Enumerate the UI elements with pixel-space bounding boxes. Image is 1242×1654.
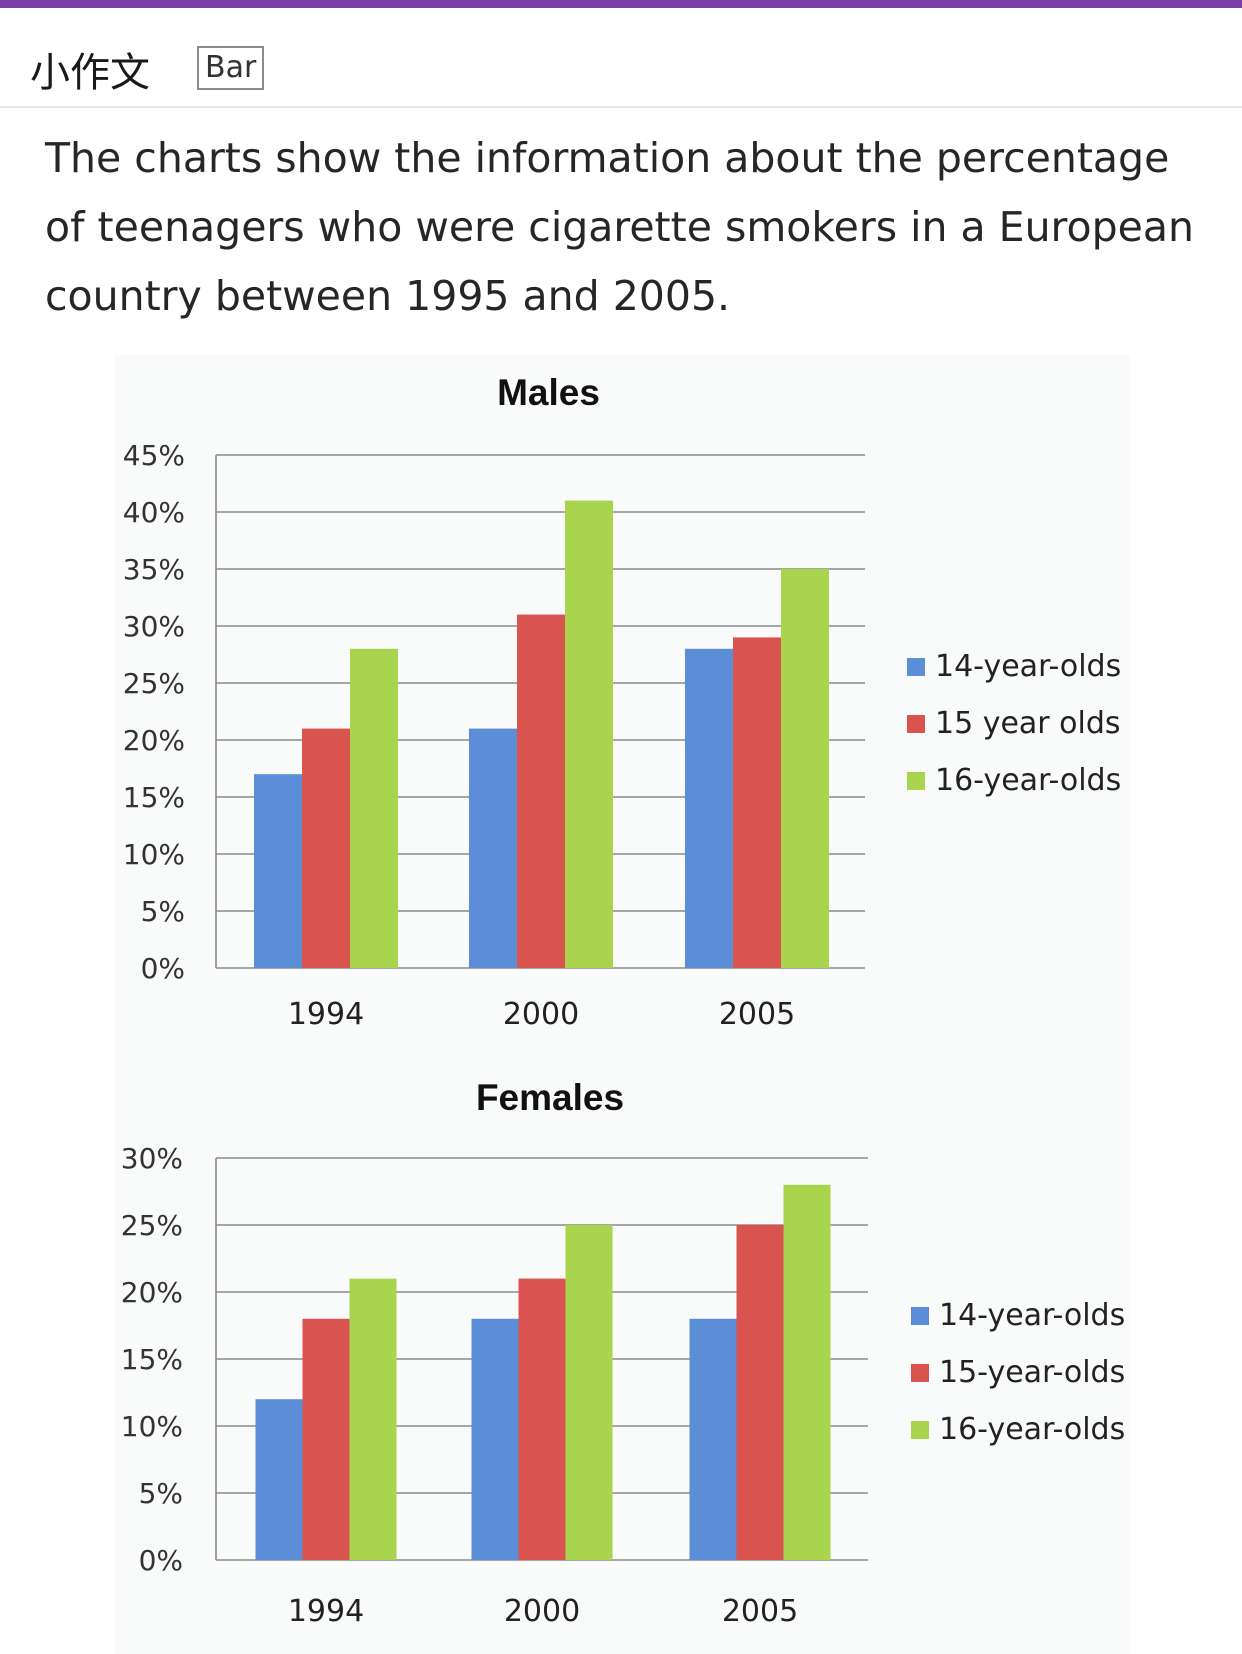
y-tick-label: 25%	[121, 1209, 183, 1242]
bar-15-year-olds-2005	[736, 1225, 784, 1560]
bar-14-year-olds-1994	[255, 1399, 303, 1560]
legend-label: 16-year-olds	[935, 763, 1121, 798]
y-tick-label: 45%	[123, 439, 185, 472]
bar-14-year-olds-2005	[685, 648, 733, 968]
legend-label: 16-year-olds	[939, 1412, 1125, 1447]
y-tick-label: 20%	[121, 1276, 183, 1309]
header: 小作文 Bar	[0, 8, 1242, 108]
legend-label: 15 year olds	[935, 706, 1121, 741]
y-tick-label: 25%	[123, 667, 185, 700]
bar-16-year-olds-2000	[565, 500, 613, 968]
legend-swatch	[911, 1421, 929, 1439]
legend-swatch	[911, 1307, 929, 1325]
legend-swatch	[907, 772, 925, 790]
y-tick-label: 5%	[141, 895, 185, 928]
top-accent-bar	[0, 0, 1242, 8]
x-tick-label: 1994	[288, 997, 364, 1032]
chart-type-tag[interactable]: Bar	[197, 46, 265, 90]
bar-15-year-olds-1994	[302, 728, 350, 968]
x-tick-label: 2000	[504, 1594, 580, 1629]
y-tick-label: 5%	[139, 1477, 183, 1510]
bar-16-year-olds-1994	[349, 1278, 397, 1560]
bar-15-year-olds-2000	[518, 1278, 566, 1560]
y-tick-label: 30%	[121, 1142, 183, 1175]
legend-label: 14-year-olds	[939, 1298, 1125, 1333]
intro-text: The charts show the information about th…	[45, 134, 1194, 320]
y-tick-label: 0%	[141, 952, 185, 985]
y-tick-label: 35%	[123, 553, 185, 586]
bar-14-year-olds-2000	[469, 728, 517, 968]
y-tick-label: 0%	[139, 1544, 183, 1577]
bar-15-year-olds-2005	[733, 637, 781, 968]
x-tick-label: 2005	[719, 997, 795, 1032]
bar-16-year-olds-2000	[565, 1225, 613, 1560]
legend-swatch	[911, 1364, 929, 1382]
page-title: 小作文	[30, 50, 150, 96]
y-tick-label: 15%	[123, 781, 185, 814]
bar-16-year-olds-2005	[781, 569, 829, 968]
y-tick-label: 10%	[121, 1410, 183, 1443]
y-tick-label: 40%	[123, 496, 185, 529]
y-tick-label: 15%	[121, 1343, 183, 1376]
bar-14-year-olds-2000	[471, 1318, 519, 1560]
x-tick-label: 2000	[503, 997, 579, 1032]
x-tick-label: 2005	[722, 1594, 798, 1629]
legend-label: 15-year-olds	[939, 1355, 1125, 1390]
chart-title: Females	[476, 1077, 624, 1118]
legend-swatch	[907, 715, 925, 733]
x-tick-label: 1994	[288, 1594, 364, 1629]
bar-16-year-olds-2005	[783, 1184, 831, 1560]
chart-title: Males	[497, 372, 600, 413]
bar-15-year-olds-2000	[517, 614, 565, 968]
bar-14-year-olds-2005	[689, 1318, 737, 1560]
bar-15-year-olds-1994	[302, 1318, 350, 1560]
bar-14-year-olds-1994	[254, 774, 302, 968]
bar-16-year-olds-1994	[350, 648, 398, 968]
legend-swatch	[907, 658, 925, 676]
y-tick-label: 20%	[123, 724, 185, 757]
y-tick-label: 30%	[123, 610, 185, 643]
y-tick-label: 10%	[123, 838, 185, 871]
legend-label: 14-year-olds	[935, 649, 1121, 684]
